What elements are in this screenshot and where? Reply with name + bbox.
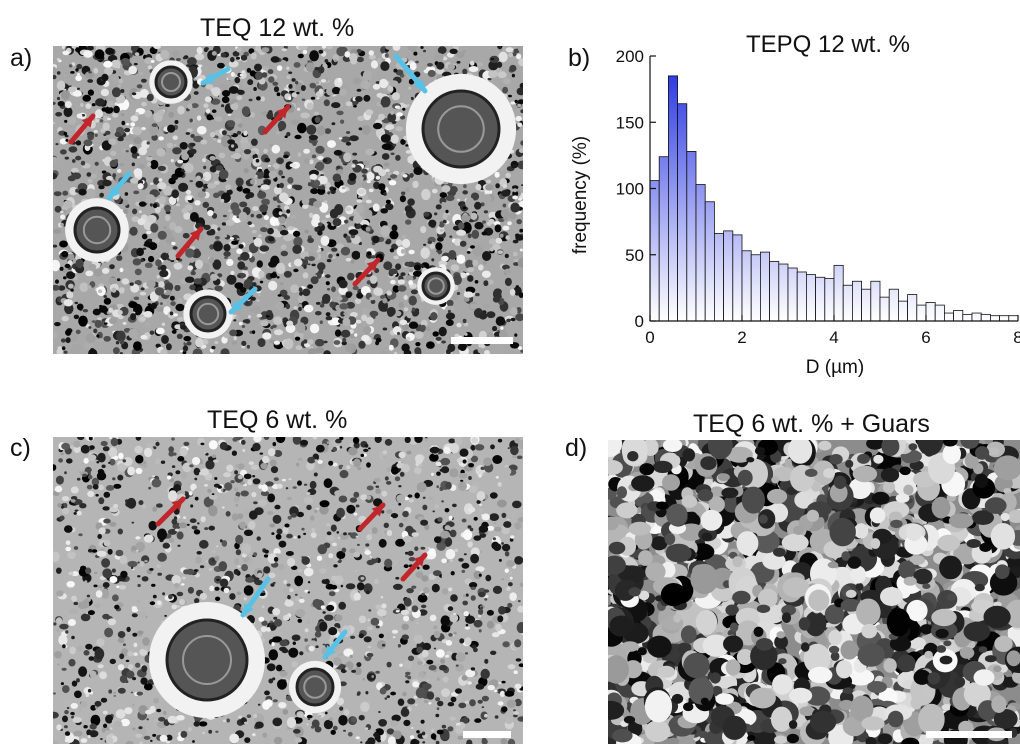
cyan-arrow bbox=[228, 286, 258, 315]
chart-axes: 0 50 100 150 200 0 2 4 6 8 bbox=[616, 47, 1020, 347]
histogram-bar bbox=[897, 300, 908, 322]
histogram-bar bbox=[741, 250, 752, 322]
red-arrow bbox=[400, 552, 428, 582]
panel-c-title: TEQ 6 wt. % bbox=[207, 406, 348, 434]
cyan-arrow bbox=[106, 171, 132, 201]
histogram-bar bbox=[769, 260, 780, 322]
micrograph-d-image bbox=[608, 440, 1020, 744]
panel-a-title: TEQ 12 wt. % bbox=[200, 14, 355, 42]
histogram-bar bbox=[934, 304, 945, 322]
histogram-bar bbox=[695, 184, 706, 322]
histogram-bar bbox=[861, 288, 872, 322]
histogram-bar bbox=[750, 254, 761, 322]
x-tick-label: 6 bbox=[921, 328, 930, 347]
panel-c-letter: c) bbox=[10, 434, 31, 462]
y-tick-label: 150 bbox=[616, 113, 644, 132]
histogram-bar bbox=[759, 251, 770, 322]
panel-a-letter: a) bbox=[10, 44, 33, 72]
histogram-bar bbox=[971, 312, 982, 322]
histogram-bar bbox=[649, 180, 660, 322]
particle-texture bbox=[608, 440, 1020, 744]
y-axis-label: frequency (%) bbox=[570, 136, 591, 254]
crystal bbox=[417, 267, 455, 305]
red-arrow bbox=[357, 502, 386, 532]
histogram-bar bbox=[888, 288, 899, 322]
scale-bar bbox=[463, 731, 511, 738]
histogram-bar bbox=[815, 276, 826, 322]
y-tick-label: 200 bbox=[616, 47, 644, 66]
cyan-arrow bbox=[393, 53, 428, 94]
x-axis-label: D (µm) bbox=[806, 357, 864, 378]
histogram-bar bbox=[989, 315, 1000, 322]
histogram-bar bbox=[925, 302, 936, 322]
red-arrow bbox=[262, 104, 291, 135]
y-tick-label: 0 bbox=[635, 312, 644, 331]
cyan-arrow bbox=[240, 576, 271, 618]
histogram-bar bbox=[686, 151, 697, 322]
panel-b-letter: b) bbox=[568, 44, 591, 72]
x-tick-label: 0 bbox=[645, 328, 654, 347]
x-tick-label: 8 bbox=[1013, 328, 1020, 347]
red-arrow bbox=[352, 257, 381, 287]
micrograph-c bbox=[53, 437, 523, 744]
histogram-bar bbox=[668, 75, 679, 322]
histogram-bar bbox=[907, 294, 918, 322]
micrograph-a bbox=[53, 46, 523, 354]
scale-bar bbox=[926, 731, 1012, 738]
particle-texture bbox=[53, 437, 523, 744]
chart-title: TEPQ 12 wt. % bbox=[746, 31, 910, 58]
cyan-arrow bbox=[200, 66, 231, 86]
histogram-bar bbox=[805, 274, 816, 322]
red-arrow bbox=[175, 226, 204, 259]
cyan-arrow bbox=[322, 629, 348, 660]
histogram-bar bbox=[723, 230, 734, 322]
histogram-bar bbox=[796, 271, 807, 322]
histogram-bar bbox=[778, 263, 789, 322]
panel-d-title: TEQ 6 wt. % + Guars bbox=[693, 410, 930, 438]
x-tick-label: 4 bbox=[829, 328, 838, 347]
crystal bbox=[288, 660, 342, 714]
histogram-bar bbox=[879, 296, 890, 322]
histogram-bar bbox=[980, 313, 991, 322]
histogram-bar bbox=[787, 267, 798, 322]
histogram-bar bbox=[713, 233, 724, 322]
histogram-bar bbox=[677, 103, 688, 322]
histogram-bar bbox=[833, 264, 844, 322]
histogram-bars bbox=[649, 75, 1019, 322]
crystal bbox=[149, 60, 193, 104]
crystal bbox=[183, 289, 233, 339]
histogram-bar bbox=[916, 304, 927, 322]
crystal bbox=[65, 198, 129, 262]
histogram-chart: TEPQ 12 wt. % 0 50 100 150 200 0 2 4 6 8 frequenc… bbox=[570, 31, 1020, 378]
histogram-bar bbox=[824, 278, 835, 322]
red-arrow bbox=[68, 113, 96, 145]
micrograph-c-image bbox=[53, 437, 523, 744]
histogram-bar bbox=[851, 280, 862, 322]
histogram-bar bbox=[999, 315, 1010, 322]
histogram-bar bbox=[842, 284, 853, 322]
large-crystal bbox=[149, 602, 265, 718]
histogram-bar bbox=[704, 201, 715, 322]
histogram-bar bbox=[953, 309, 964, 322]
histogram-bar bbox=[870, 280, 881, 322]
micrograph-d bbox=[608, 440, 1020, 744]
scale-bar bbox=[451, 337, 513, 344]
micrograph-a-image bbox=[53, 46, 523, 354]
histogram-bar bbox=[962, 313, 973, 322]
red-arrow bbox=[155, 496, 186, 527]
histogram-bar bbox=[1008, 315, 1019, 322]
histogram-bar bbox=[943, 312, 954, 322]
large-crystal bbox=[405, 73, 517, 185]
histogram-bar bbox=[658, 156, 669, 322]
histogram-bar bbox=[732, 234, 743, 322]
panel-d-letter: d) bbox=[565, 434, 588, 462]
y-tick-label: 100 bbox=[616, 180, 644, 199]
x-tick-label: 2 bbox=[737, 328, 746, 347]
y-tick-label: 50 bbox=[625, 246, 644, 265]
